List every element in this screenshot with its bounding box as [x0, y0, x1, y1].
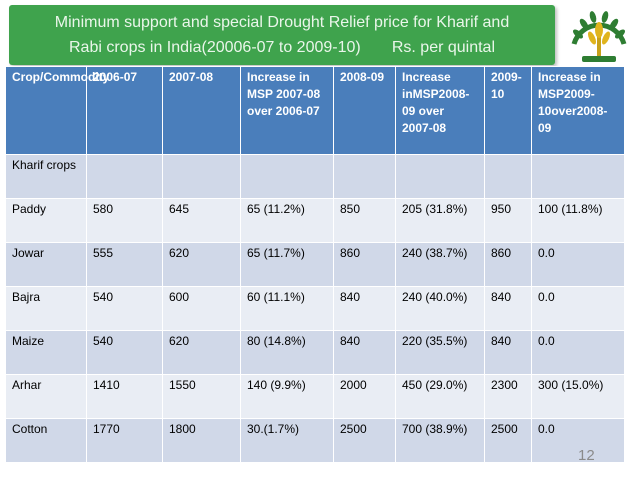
- table-cell: 950: [484, 198, 532, 243]
- table-cell: 860: [333, 242, 396, 287]
- table-cell: [240, 154, 334, 199]
- table-cell: 580: [86, 198, 163, 243]
- table-cell: 555: [86, 242, 163, 287]
- header-2006-07: 2006-07: [86, 66, 163, 155]
- wheat-emblem-icon: [571, 11, 627, 62]
- table-cell: 840: [484, 330, 532, 375]
- table-cell: 540: [86, 330, 163, 375]
- table-cell: 840: [484, 286, 532, 331]
- table-cell: 0.0: [531, 418, 625, 463]
- table-cell: 60 (11.1%): [240, 286, 334, 331]
- table-cell: 620: [162, 242, 241, 287]
- table-cell: 30.(1.7%): [240, 418, 334, 463]
- table-cell: 645: [162, 198, 241, 243]
- table-cell: 205 (31.8%): [395, 198, 485, 243]
- page-number: 12: [578, 447, 595, 464]
- table-cell: 850: [333, 198, 396, 243]
- table-cell: Jowar: [5, 242, 87, 287]
- table-cell: Bajra: [5, 286, 87, 331]
- table-cell: 2000: [333, 374, 396, 419]
- table-cell: Maize: [5, 330, 87, 375]
- table-cell: 140 (9.9%): [240, 374, 334, 419]
- table-cell: Kharif crops: [5, 154, 87, 199]
- msp-table: Crop/Commodity 2006-07 2007-08 Increase …: [5, 66, 625, 463]
- table-cell: 1410: [86, 374, 163, 419]
- header-2009-10: 2009-10: [484, 66, 532, 155]
- header-increase-2008-09: Increase inMSP2008-09 over 2007-08: [395, 66, 485, 155]
- table-cell: [531, 154, 625, 199]
- table-cell: 0.0: [531, 286, 625, 331]
- table-cell: 1800: [162, 418, 241, 463]
- table-cell: 700 (38.9%): [395, 418, 485, 463]
- header-increase-2009-10: Increase in MSP2009-10over2008-09: [531, 66, 625, 155]
- header-2008-09: 2008-09: [333, 66, 396, 155]
- table-row: Bajra 540 600 60 (11.1%) 840 240 (40.0%)…: [5, 286, 625, 331]
- table-cell: [395, 154, 485, 199]
- table-cell: 450 (29.0%): [395, 374, 485, 419]
- table-cell: 1550: [162, 374, 241, 419]
- header-crop: Crop/Commodity: [5, 66, 109, 155]
- table-cell: 220 (35.5%): [395, 330, 485, 375]
- table-row: Paddy 580 645 65 (11.2%) 850 205 (31.8%)…: [5, 198, 625, 243]
- table-cell: 240 (40.0%): [395, 286, 485, 331]
- table-cell: 240 (38.7%): [395, 242, 485, 287]
- table-cell: [333, 154, 396, 199]
- table-cell: Cotton: [5, 418, 87, 463]
- table-header-row: Crop/Commodity 2006-07 2007-08 Increase …: [5, 66, 625, 155]
- title-banner: Minimum support and special Drought Reli…: [9, 5, 555, 65]
- table-cell: 600: [162, 286, 241, 331]
- table-cell: 0.0: [531, 330, 625, 375]
- table-cell: Arhar: [5, 374, 87, 419]
- table-cell: 840: [333, 286, 396, 331]
- table-cell: 2500: [333, 418, 396, 463]
- table-cell: 65 (11.7%): [240, 242, 334, 287]
- table-cell: 620: [162, 330, 241, 375]
- table-cell: 100 (11.8%): [531, 198, 625, 243]
- table-cell: 2300: [484, 374, 532, 419]
- table-cell: 0.0: [531, 242, 625, 287]
- header-2007-08: 2007-08: [162, 66, 241, 155]
- table-cell: 860: [484, 242, 532, 287]
- header-increase-2007-08: Increase in MSP 2007-08 over 2006-07: [240, 66, 334, 155]
- table-cell: [484, 154, 532, 199]
- table-cell: 840: [333, 330, 396, 375]
- table-cell: 65 (11.2%): [240, 198, 334, 243]
- table-row: Kharif crops: [5, 154, 625, 199]
- table-cell: 300 (15.0%): [531, 374, 625, 419]
- table-row: Maize 540 620 80 (14.8%) 840 220 (35.5%)…: [5, 330, 625, 375]
- table-cell: 1770: [86, 418, 163, 463]
- table-row: Arhar 1410 1550 140 (9.9%) 2000 450 (29.…: [5, 374, 625, 419]
- title-line-1: Minimum support and special Drought Reli…: [54, 14, 510, 31]
- table-cell: 80 (14.8%): [240, 330, 334, 375]
- table-row: Jowar 555 620 65 (11.7%) 860 240 (38.7%)…: [5, 242, 625, 287]
- table-cell: [162, 154, 241, 199]
- table-cell: Paddy: [5, 198, 87, 243]
- table-row: Cotton 1770 1800 30.(1.7%) 2500 700 (38.…: [5, 418, 625, 463]
- table-cell: 2500: [484, 418, 532, 463]
- title-line-2: Rabi crops in India(20006-07 to 2009-10)…: [68, 39, 496, 56]
- table-cell: [86, 154, 163, 199]
- table-cell: 540: [86, 286, 163, 331]
